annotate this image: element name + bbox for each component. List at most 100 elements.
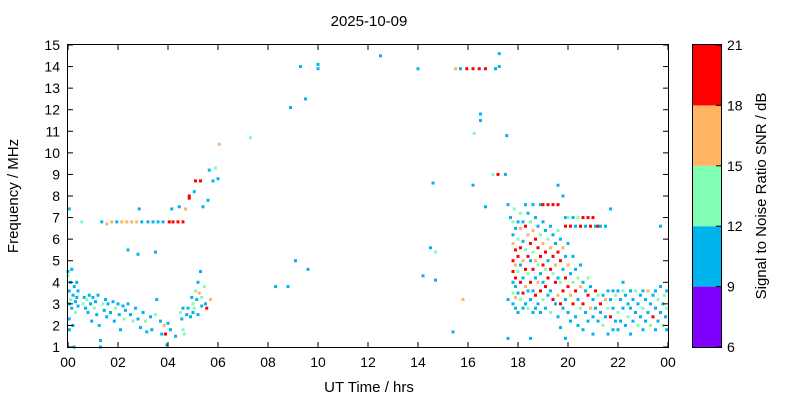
data-point	[636, 323, 640, 327]
data-point	[541, 203, 545, 207]
data-point	[564, 254, 567, 258]
data-point	[549, 289, 552, 293]
data-point	[534, 237, 537, 241]
data-point	[579, 285, 582, 289]
data-point	[95, 313, 99, 317]
data-point	[97, 323, 101, 327]
data-point	[137, 207, 141, 211]
data-point	[316, 62, 320, 66]
data-point	[611, 328, 615, 332]
colorbar-frame	[692, 44, 722, 348]
data-point	[214, 166, 217, 170]
data-point	[581, 216, 585, 220]
data-point	[179, 310, 182, 314]
data-point	[304, 97, 307, 101]
data-point	[579, 263, 582, 267]
data-point	[105, 315, 109, 319]
data-point	[144, 319, 147, 323]
data-point	[151, 220, 155, 224]
data-point	[174, 334, 177, 338]
data-point	[569, 272, 572, 276]
x-axis-ticks: 00 02 04 06 08 10 12 14 16 18 20 22 00	[60, 45, 676, 370]
data-point	[479, 119, 482, 122]
data-point	[165, 343, 169, 347]
data-point	[566, 241, 570, 245]
data-point	[559, 326, 562, 330]
data-point	[546, 203, 550, 207]
data-point	[140, 220, 144, 224]
data-point	[135, 220, 139, 224]
y-tick-label: 9	[52, 166, 60, 182]
data-point	[67, 289, 71, 293]
data-point	[541, 298, 545, 302]
x-tick-label: 20	[560, 354, 576, 370]
data-point	[181, 306, 185, 310]
data-point	[526, 211, 530, 215]
data-point	[216, 177, 220, 181]
data-point	[519, 263, 522, 267]
data-point	[294, 259, 297, 263]
data-point	[506, 336, 510, 340]
data-point	[187, 194, 191, 198]
data-point	[92, 306, 96, 310]
data-point	[604, 315, 607, 319]
x-tick-label: 16	[460, 354, 476, 370]
data-point	[566, 285, 570, 289]
data-point	[194, 289, 197, 293]
y-tick-label: 12	[44, 102, 60, 118]
data-point	[571, 280, 575, 284]
data-point	[539, 233, 542, 237]
data-point	[556, 183, 560, 187]
data-point	[546, 237, 550, 241]
data-point	[516, 291, 520, 295]
data-point	[521, 220, 525, 224]
data-point	[631, 298, 635, 302]
data-point	[169, 328, 172, 332]
data-point	[596, 293, 600, 297]
data-point	[100, 220, 104, 224]
data-point	[122, 317, 126, 321]
data-point	[154, 313, 157, 317]
data-point	[549, 310, 552, 314]
data-point	[136, 317, 140, 321]
data-point	[561, 267, 565, 271]
data-point	[594, 289, 597, 293]
data-point	[160, 332, 164, 336]
data-point	[126, 248, 130, 252]
data-point	[274, 285, 277, 289]
data-point	[609, 315, 612, 319]
data-point	[512, 207, 516, 211]
data-point	[524, 203, 527, 207]
data-point	[191, 310, 195, 314]
data-point	[586, 319, 590, 323]
colorbar-tick-label: 18	[727, 97, 743, 113]
data-point	[551, 233, 555, 237]
data-point	[194, 179, 197, 183]
data-point	[604, 224, 607, 228]
x-tick-label: 06	[210, 354, 226, 370]
data-point	[506, 203, 510, 207]
data-point	[549, 246, 552, 250]
data-point	[69, 298, 72, 302]
data-point	[556, 229, 560, 233]
data-point	[197, 291, 201, 295]
data-point	[121, 304, 125, 308]
data-point	[514, 295, 517, 299]
data-point	[576, 276, 580, 280]
data-point	[477, 67, 481, 71]
data-point	[526, 254, 530, 258]
data-point	[609, 207, 612, 211]
data-point	[654, 328, 657, 332]
data-point	[514, 276, 517, 280]
data-point	[164, 332, 167, 336]
data-point	[189, 315, 192, 319]
data-point	[576, 298, 580, 302]
data-point	[594, 306, 597, 310]
data-point	[665, 306, 669, 310]
data-point	[596, 319, 600, 323]
data-point	[76, 304, 80, 308]
data-point	[176, 220, 180, 224]
data-point	[551, 298, 555, 302]
data-point	[536, 224, 540, 228]
data-point	[536, 263, 540, 267]
